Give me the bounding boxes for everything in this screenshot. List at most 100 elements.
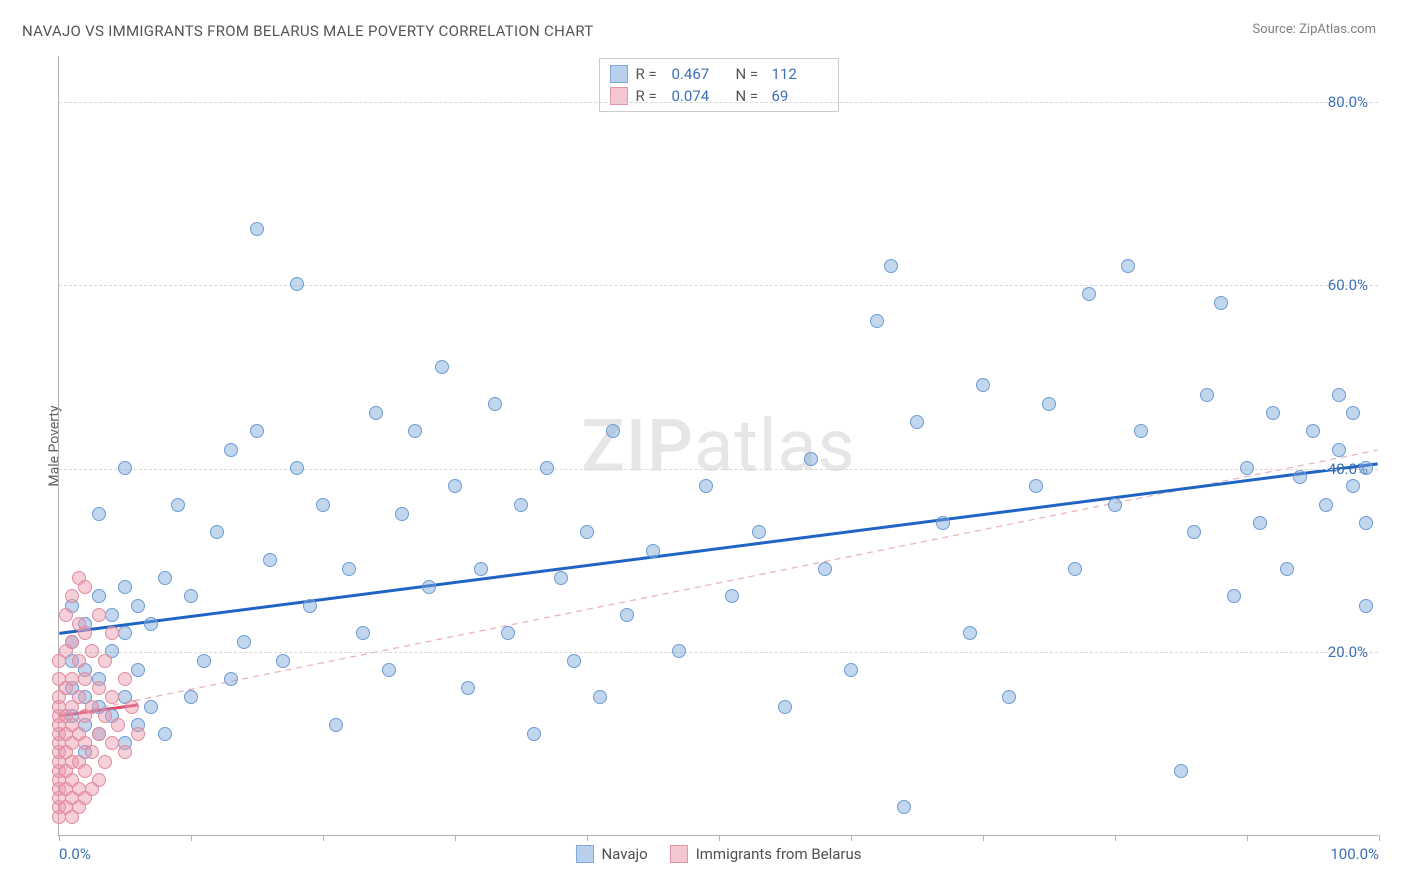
data-point: [1359, 461, 1373, 475]
x-tick-label: 100.0%: [1330, 845, 1379, 863]
legend-swatch: [575, 845, 593, 863]
watermark: ZIPatlas: [581, 403, 855, 488]
data-point: [408, 424, 422, 438]
x-tick: [455, 835, 456, 841]
data-point: [105, 736, 119, 750]
data-point: [435, 360, 449, 374]
gridline-h: [59, 285, 1378, 286]
data-point: [85, 745, 99, 759]
legend-row: R =0.074N =69: [610, 85, 828, 107]
data-point: [92, 608, 106, 622]
data-point: [329, 718, 343, 732]
data-point: [963, 626, 977, 640]
data-point: [118, 461, 132, 475]
data-point: [672, 644, 686, 658]
legend-swatch: [670, 845, 688, 863]
trend-line: [59, 450, 1377, 716]
data-point: [395, 507, 409, 521]
data-point: [72, 690, 86, 704]
x-tick: [1379, 835, 1380, 841]
data-point: [804, 452, 818, 466]
source-link[interactable]: ZipAtlas.com: [1299, 22, 1376, 37]
data-point: [474, 562, 488, 576]
data-point: [844, 663, 858, 677]
data-point: [897, 800, 911, 814]
plot-area: ZIPatlas R =0.467N =112R =0.074N =69 Nav…: [58, 56, 1378, 836]
data-point: [1280, 562, 1294, 576]
watermark-bold: ZIP: [581, 403, 694, 488]
data-point: [1082, 287, 1096, 301]
data-point: [1200, 388, 1214, 402]
legend-correlation: R =0.467N =112R =0.074N =69: [599, 58, 839, 112]
y-tick-label: 60.0%: [1328, 276, 1368, 294]
data-point: [1042, 397, 1056, 411]
data-point: [144, 617, 158, 631]
data-point: [540, 461, 554, 475]
data-point: [422, 580, 436, 594]
data-point: [593, 690, 607, 704]
data-point: [870, 314, 884, 328]
data-point: [1214, 296, 1228, 310]
data-point: [580, 525, 594, 539]
source-prefix: Source:: [1252, 22, 1299, 37]
data-point: [197, 654, 211, 668]
x-tick-label: 0.0%: [59, 845, 91, 863]
watermark-light: atlas: [694, 403, 856, 488]
data-point: [1346, 406, 1360, 420]
data-point: [567, 654, 581, 668]
gridline-h: [59, 102, 1378, 103]
data-point: [276, 654, 290, 668]
data-point: [263, 553, 277, 567]
data-point: [1306, 424, 1320, 438]
data-point: [224, 443, 238, 457]
data-point: [369, 406, 383, 420]
data-point: [184, 690, 198, 704]
data-point: [105, 626, 119, 640]
data-point: [1240, 461, 1254, 475]
data-point: [131, 599, 145, 613]
data-point: [342, 562, 356, 576]
data-point: [976, 378, 990, 392]
data-point: [1253, 516, 1267, 530]
data-point: [78, 764, 92, 778]
data-point: [65, 635, 79, 649]
x-tick: [1247, 835, 1248, 841]
legend-series: Navajo Immigrants from Belarus: [575, 845, 861, 863]
data-point: [884, 259, 898, 273]
data-point: [184, 589, 198, 603]
data-point: [105, 690, 119, 704]
gridline-h: [59, 652, 1378, 653]
data-point: [1174, 764, 1188, 778]
data-point: [72, 654, 86, 668]
legend-swatch: [610, 65, 628, 83]
data-point: [936, 516, 950, 530]
y-tick-label: 20.0%: [1328, 643, 1368, 661]
data-point: [131, 727, 145, 741]
data-point: [59, 608, 73, 622]
data-point: [92, 773, 106, 787]
data-point: [131, 663, 145, 677]
data-point: [1068, 562, 1082, 576]
data-point: [118, 672, 132, 686]
data-point: [501, 626, 515, 640]
x-tick: [191, 835, 192, 841]
data-point: [606, 424, 620, 438]
data-point: [316, 498, 330, 512]
data-point: [250, 222, 264, 236]
x-tick: [587, 835, 588, 841]
data-point: [224, 672, 238, 686]
legend-label: Navajo: [601, 845, 647, 863]
data-point: [1359, 599, 1373, 613]
data-point: [237, 635, 251, 649]
legend-label: Immigrants from Belarus: [696, 845, 862, 863]
data-point: [461, 681, 475, 695]
legend-r-label: R =: [636, 65, 664, 83]
data-point: [646, 544, 660, 558]
x-tick: [59, 835, 60, 841]
data-point: [105, 608, 119, 622]
trend-line: [59, 464, 1377, 634]
data-point: [1134, 424, 1148, 438]
data-point: [78, 672, 92, 686]
data-point: [111, 718, 125, 732]
data-point: [92, 727, 106, 741]
